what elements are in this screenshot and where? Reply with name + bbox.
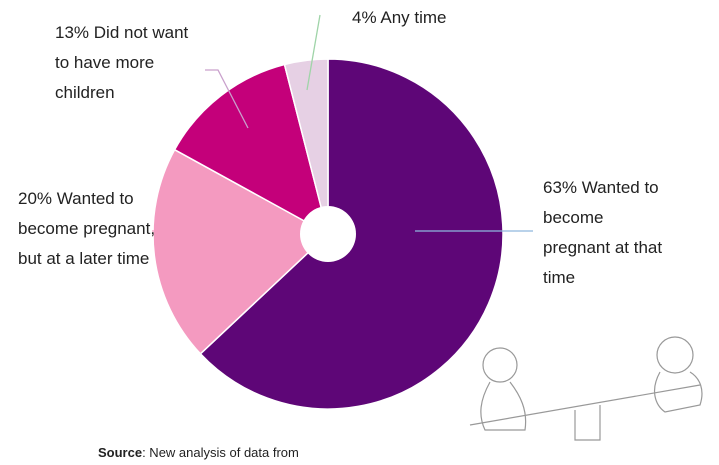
value-label: 20% [18,189,53,208]
slice-label: 20% Wanted to become pregnant, but at a … [18,184,168,274]
slice [152,148,330,355]
value-label: 13% [55,23,90,42]
category-label: Wanted to become pregnant at that time [543,178,663,287]
category-label: Any time [380,8,447,27]
category-label: Wanted to become pregnant, but at a late… [18,189,156,268]
source-text: : New analysis of data from [142,445,299,460]
slice-label: 4% Any time [352,3,552,33]
category-label: Did not want to have more children [55,23,189,102]
slice-label: 63% Wanted to become pregnant at that ti… [543,173,673,293]
source: Source: New analysis of data from [98,445,299,460]
slice-label: 13% Did not want to have more children [55,18,200,108]
illustration [469,336,703,441]
source-label: Source [98,445,143,460]
leader-line [205,69,249,129]
slice [173,63,330,236]
leader-line [306,14,321,91]
value-label: 4% [352,8,377,27]
value-label: 63% [543,178,578,197]
donut-hole [300,206,356,262]
slice [283,58,329,235]
